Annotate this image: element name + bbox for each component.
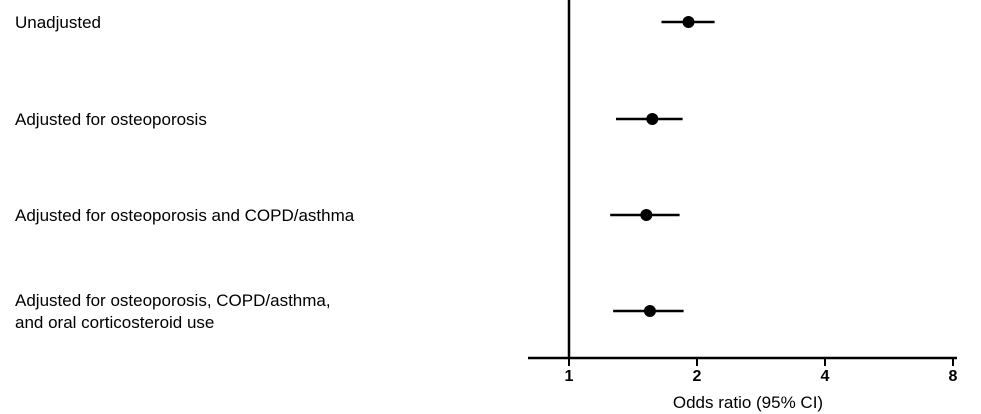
x-axis: 1 2 4 8 [528,356,958,385]
x-tick-label-4: 4 [821,368,830,385]
x-tick-label-8: 8 [949,368,958,385]
point-estimate-2 [646,113,659,125]
ci-marks [610,16,715,317]
x-tick-label-1: 1 [565,368,574,385]
x-tick-label-2: 2 [693,368,702,385]
point-estimate-3 [640,209,653,221]
row-label-1: Unadjusted [15,13,101,32]
row-labels: Unadjusted Adjusted for osteoporosis Adjus… [15,13,355,332]
row-label-4-line-1: Adjusted for osteoporosis, COPD/asthma, [15,291,331,310]
point-estimate-1 [682,16,695,28]
row-label-2: Adjusted for osteoporosis [15,110,207,129]
row-label-3: Adjusted for osteoporosis and COPD/asthm… [15,206,355,225]
x-axis-title: Odds ratio (95% CI) [673,393,823,412]
row-label-4-line-2: and oral corticosteroid use [15,313,214,332]
point-estimate-4 [643,305,656,317]
